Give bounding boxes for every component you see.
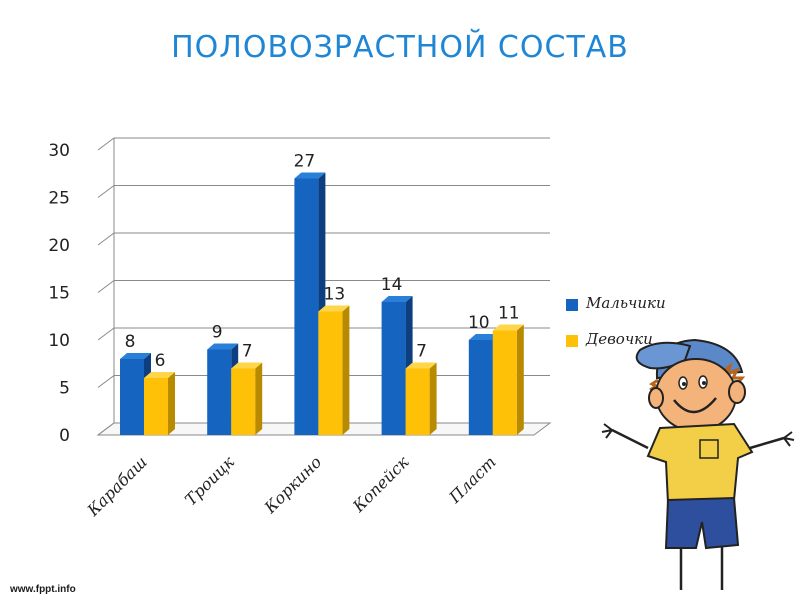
chart-title: ПОЛОВОЗРАСТНОЙ СОСТАВ — [171, 30, 629, 65]
y-tick-label: 0 — [59, 426, 70, 446]
x-tick-label: Пласт — [445, 452, 500, 507]
y-tick-label: 30 — [48, 141, 70, 161]
legend-label-girls: Девочки — [586, 330, 653, 348]
bar-0-4 — [468, 340, 493, 435]
bar-1-1 — [231, 368, 256, 435]
bar-0-1 — [207, 349, 232, 435]
gridline — [97, 280, 550, 293]
bar-0-0 — [120, 359, 144, 435]
bar-top-1-3 — [405, 362, 437, 369]
x-tick-label: Копейск — [348, 452, 412, 516]
y-tick-label: 15 — [48, 284, 70, 304]
footer-url: www.fppt.info — [10, 584, 76, 595]
legend-swatch-girls — [566, 335, 578, 347]
bar-0-2 — [294, 178, 319, 435]
data-label: 10 — [468, 313, 490, 333]
data-label: 27 — [294, 152, 316, 172]
data-label: 8 — [125, 332, 136, 352]
data-label: 13 — [324, 285, 346, 305]
legend-swatch-boys — [566, 299, 578, 311]
data-label: 11 — [498, 304, 520, 324]
bar-top-0-4 — [468, 334, 500, 340]
data-label: 6 — [155, 351, 166, 371]
gridline — [97, 232, 550, 246]
bar-0-3 — [381, 302, 406, 435]
x-tick-label: Коркино — [260, 452, 325, 517]
bar-1-4 — [492, 330, 517, 435]
bar-top-0-0 — [120, 353, 151, 359]
bar-side-1-3 — [429, 362, 437, 435]
bar-top-1-2 — [318, 305, 350, 312]
data-label: 7 — [416, 342, 427, 362]
bar-top-1-4 — [492, 324, 524, 331]
y-tick-label: 20 — [48, 236, 70, 256]
bar-side-1-4 — [516, 324, 524, 435]
bar-1-2 — [318, 311, 343, 435]
data-label: 9 — [212, 323, 223, 343]
y-tick-label: 5 — [59, 379, 70, 399]
bar-side-1-0 — [168, 372, 175, 435]
y-tick-label: 10 — [48, 331, 70, 351]
cartoon-boy-illustration — [601, 338, 795, 590]
x-axis-ticks: Карабаш Троицк Коркино Копейск Пласт — [83, 452, 500, 520]
bar-1-0 — [144, 378, 168, 435]
bars — [120, 172, 524, 435]
data-label: 7 — [242, 342, 253, 362]
y-tick-label: 25 — [48, 189, 70, 209]
bar-top-1-1 — [231, 362, 263, 369]
bar-top-0-3 — [381, 296, 413, 302]
bar-top-0-2 — [294, 172, 326, 179]
y-axis-ticks: 0 5 10 15 20 25 30 — [48, 141, 70, 446]
bar-top-0-1 — [207, 343, 239, 350]
bar-side-1-2 — [342, 305, 350, 435]
gridline — [97, 185, 550, 198]
legend-label-boys: Мальчики — [586, 294, 666, 312]
bar-top-1-0 — [144, 372, 175, 378]
x-tick-label: Троицк — [181, 452, 238, 509]
bar-1-3 — [405, 368, 430, 435]
x-tick-label: Карабаш — [83, 452, 151, 520]
data-label: 14 — [381, 275, 403, 295]
bar-side-1-1 — [255, 362, 263, 435]
gridline — [97, 137, 550, 151]
